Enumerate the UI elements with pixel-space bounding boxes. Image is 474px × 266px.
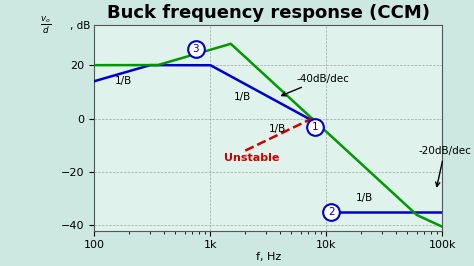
Text: 1: 1 bbox=[312, 122, 319, 132]
Text: 1/B: 1/B bbox=[115, 76, 132, 86]
Text: $\frac{v_o}{d}$: $\frac{v_o}{d}$ bbox=[40, 15, 51, 36]
Text: Unstable: Unstable bbox=[224, 153, 279, 163]
Text: -40dB/dec: -40dB/dec bbox=[282, 73, 349, 96]
Text: , dB: , dB bbox=[70, 21, 91, 31]
X-axis label: f, Hz: f, Hz bbox=[256, 252, 281, 262]
Text: 1/B: 1/B bbox=[234, 92, 251, 102]
Text: 3: 3 bbox=[192, 44, 199, 54]
Title: Buck frequency response (CCM): Buck frequency response (CCM) bbox=[107, 4, 430, 22]
Text: -20dB/dec: -20dB/dec bbox=[418, 146, 471, 186]
Text: 2: 2 bbox=[328, 207, 335, 217]
Text: 1/B: 1/B bbox=[356, 193, 373, 203]
Text: 1/B: 1/B bbox=[269, 124, 286, 134]
